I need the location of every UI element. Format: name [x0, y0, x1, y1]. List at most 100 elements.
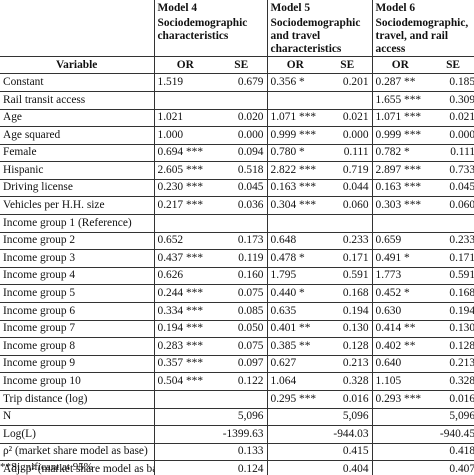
table-row: Trip distance (log) 0.295 *** 0.016 0.293 *… [0, 390, 474, 409]
model-4-or-cell [153, 443, 216, 462]
model-6-se-cell: 0.171 [428, 249, 474, 268]
model-6-se-cell: 0.407 [428, 460, 474, 475]
table-body: Constant 1.519 0.679 0.356 * 0.201 0.287 ** 0.… [0, 73, 474, 475]
stub-header-blank [0, 0, 154, 16]
model-4-se-cell: 0.075 [216, 337, 268, 356]
model-5-se-cell: 0.044 [323, 179, 373, 198]
model-5-or-cell: 0.440 * [266, 284, 324, 304]
model-5-or-cell: 0.163 *** [266, 179, 324, 198]
table-row: Log(L) -1399.63 -944.03 -940.45 [0, 425, 474, 444]
variable-label: Log(L) [0, 425, 154, 444]
model-4-se-cell: 0.679 [216, 73, 268, 92]
model-6-or-cell: 0.782 * [371, 144, 429, 163]
model-6-se-cell: 0.000 [428, 126, 474, 145]
model-5-or-cell: 2.822 *** [266, 161, 324, 180]
model-5-or-cell: 0.385 ** [266, 337, 324, 356]
model-5-subtitle: Sociodemographic and travel characterist… [266, 16, 373, 58]
model-5-se-cell: 0.171 [323, 249, 373, 268]
table-row: Income group 7 0.194 *** 0.050 0.401 ** 0.13… [0, 320, 474, 339]
variable-label: Income group 4 [0, 267, 154, 286]
model-5-se-cell: 0.168 [323, 284, 373, 304]
model-4-se-cell [216, 214, 268, 233]
model-5-se-cell: 0.060 [323, 196, 373, 216]
model-4-or-cell [153, 214, 216, 233]
variable-label: Income group 2 [0, 232, 154, 251]
model-4-or-cell: 0.283 *** [153, 337, 216, 356]
table-row: N 5,096 5,096 5,096 [0, 408, 474, 427]
model-5-or-cell: 0.999 *** [266, 126, 324, 145]
model-5-se-cell: 0.719 [323, 161, 373, 180]
model-6-or-header: OR [371, 56, 429, 75]
table-row: Income group 9 0.357 *** 0.097 0.627 0.213 0.… [0, 355, 474, 374]
model-4-se-cell: 0.097 [216, 355, 268, 374]
model-6-or-cell: 0.452 * [371, 284, 429, 304]
model-6-se-cell: 0.021 [428, 109, 474, 128]
model-5-se-cell: 0.021 [323, 109, 373, 128]
variable-label: ρ² (market share model as base) [0, 443, 154, 462]
table-row: Adj. ρ² (market share model as base) 0.12… [0, 460, 474, 475]
model-6-se-cell: 0.733 [428, 161, 474, 180]
model-6-se-cell: 0.185 [428, 73, 474, 92]
model-4-se-cell: 5,096 [216, 408, 268, 427]
table-row: Income group 3 0.437 *** 0.119 0.478 * 0.171… [0, 249, 474, 268]
model-6-subtitle: Sociodemographic, travel, and rail acces… [371, 16, 474, 58]
table-row: ρ² (market share model as base) 0.133 0.41… [0, 443, 474, 462]
model-6-se-header: SE [428, 56, 474, 75]
model-4-or-cell: 0.626 [153, 267, 216, 286]
model-5-se-cell: 0.404 [323, 460, 373, 475]
model-6-se-cell: 0.418 [428, 443, 474, 462]
model-4-se-cell: 0.133 [216, 443, 268, 462]
model-4-se-cell [216, 91, 268, 110]
model-6-se-cell: 0.128 [428, 337, 474, 356]
model-5-se-cell: -944.03 [323, 425, 373, 444]
model-6-or-cell [371, 408, 429, 427]
model-6-or-cell: 0.402 ** [371, 337, 429, 356]
model-6-or-cell: 0.303 *** [371, 196, 429, 216]
model-6-or-cell: 1.773 [371, 267, 429, 286]
model-6-se-cell: -940.45 [428, 425, 474, 444]
model-6-se-cell: 0.016 [428, 390, 474, 409]
table-row: Female 0.694 *** 0.094 0.780 * 0.111 0.782 * 0… [0, 144, 474, 163]
model-6-se-cell: 5,096 [428, 408, 474, 427]
table-row: Hispanic 2.605 *** 0.518 2.822 *** 0.719 2.89… [0, 161, 474, 180]
model-6-or-cell: 1.071 *** [371, 109, 429, 128]
variable-column-header: Variable [0, 56, 154, 75]
significance-footnote: **Significant at 95% [0, 461, 93, 473]
model-5-or-cell: 1.795 [266, 267, 324, 286]
model-5-se-header: SE [323, 56, 373, 75]
model-4-se-cell: -1399.63 [216, 425, 268, 444]
model-6-or-cell: 0.287 ** [371, 73, 429, 92]
model-6-se-cell: 0.328 [428, 372, 474, 392]
variable-label: Trip distance (log) [0, 390, 154, 409]
model-5-se-cell: 0.016 [323, 390, 373, 409]
table-row: Driving license 0.230 *** 0.045 0.163 *** 0.… [0, 179, 474, 198]
model-6-or-cell: 0.999 *** [371, 126, 429, 145]
model-6-se-cell: 0.309 [428, 91, 474, 110]
table-row: Income group 8 0.283 *** 0.075 0.385 ** 0.12… [0, 337, 474, 356]
stub-subheader-blank [0, 16, 154, 58]
model-6-or-cell: 0.293 *** [371, 390, 429, 409]
table-row: Income group 1 (Reference) [0, 214, 474, 233]
model-5-or-cell [266, 408, 324, 427]
model-5-or-cell: 0.780 * [266, 144, 324, 163]
variable-label: Vehicles per H.H. size [0, 196, 154, 216]
variable-label: Rail transit access [0, 91, 154, 110]
model-5-or-cell: 0.304 *** [266, 196, 324, 216]
model-6-or-cell [371, 214, 429, 233]
model-4-or-cell [153, 460, 216, 475]
model-5-se-cell [323, 214, 373, 233]
model-4-se-cell: 0.119 [216, 249, 268, 268]
model-5-se-cell [323, 91, 373, 110]
model-4-or-cell: 0.244 *** [153, 284, 216, 304]
variable-label: Female [0, 144, 154, 163]
table-row: Income group 4 0.626 0.160 1.795 0.591 1.773 0… [0, 267, 474, 286]
model-4-title: Model 4 [153, 0, 268, 16]
model-5-or-cell [266, 91, 324, 110]
variable-label: N [0, 408, 154, 427]
model-4-se-cell: 0.160 [216, 267, 268, 286]
variable-label: Age [0, 109, 154, 128]
table-row: Income group 2 0.652 0.173 0.648 0.233 0.659 0… [0, 232, 474, 251]
variable-label: Adj. ρ² (market share model as base) [0, 460, 154, 475]
model-6-or-cell: 0.659 [371, 232, 429, 251]
table-row: Income group 5 0.244 *** 0.075 0.440 * 0.168… [0, 284, 474, 304]
